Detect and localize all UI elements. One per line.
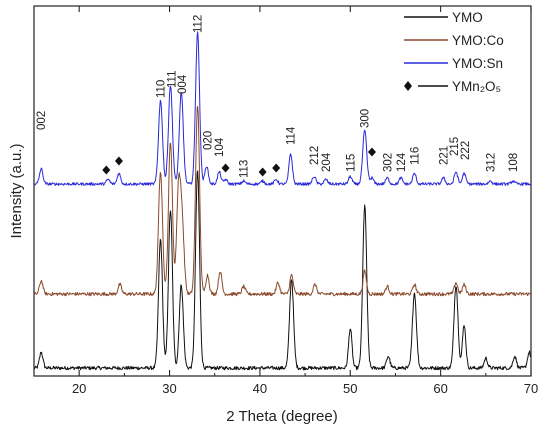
series-line-ymo bbox=[33, 170, 532, 371]
x-tick-label: 40 bbox=[253, 381, 267, 396]
legend-diamond-marker bbox=[404, 81, 412, 91]
peak-label: 212 bbox=[309, 146, 321, 165]
peak-label: 004 bbox=[177, 74, 189, 94]
impurity-marker bbox=[367, 147, 376, 157]
peak-label: 112 bbox=[193, 15, 205, 33]
peak-label: 222 bbox=[460, 141, 472, 160]
peak-label: 116 bbox=[409, 147, 421, 165]
impurity-marker bbox=[221, 163, 230, 173]
legend-label-ymn2o5: YMn₂O₅ bbox=[452, 79, 501, 94]
peak-label: 020 bbox=[202, 131, 214, 150]
legend: YMO YMO:Co YMO:Sn YMn₂O₅ bbox=[404, 10, 504, 94]
impurity-markers bbox=[102, 147, 376, 177]
x-tick-label: 50 bbox=[343, 381, 357, 396]
x-tick-label: 30 bbox=[162, 381, 176, 396]
legend-label-ymo-co: YMO:Co bbox=[452, 33, 504, 48]
impurity-marker bbox=[102, 165, 111, 175]
x-tick-label: 70 bbox=[524, 381, 538, 396]
peak-label: 124 bbox=[396, 152, 408, 172]
impurity-marker bbox=[272, 163, 281, 173]
peak-label: 115 bbox=[345, 154, 357, 172]
x-tick-label: 60 bbox=[433, 381, 447, 396]
x-axis-ticks: 20 30 40 50 60 70 bbox=[33, 6, 538, 396]
series-line-ymo-co bbox=[33, 105, 531, 297]
peak-label: 312 bbox=[485, 153, 497, 172]
peak-label: 215 bbox=[449, 137, 461, 156]
legend-label-ymo: YMO bbox=[452, 10, 483, 25]
peak-label: 221 bbox=[438, 146, 450, 165]
peak-label: 113 bbox=[239, 160, 251, 178]
series-line-ymo-sn bbox=[33, 31, 531, 186]
legend-label-ymo-sn: YMO:Sn bbox=[452, 56, 503, 71]
x-tick-label: 20 bbox=[72, 381, 86, 396]
peak-label: 204 bbox=[321, 152, 333, 172]
plot-area bbox=[34, 6, 531, 376]
peak-label: 114 bbox=[286, 126, 298, 145]
impurity-marker bbox=[258, 167, 267, 177]
peak-label: 002 bbox=[36, 111, 48, 130]
plot-frame bbox=[33, 5, 532, 377]
peak-label: 302 bbox=[382, 153, 394, 172]
y-axis-title: Intensity (a.u.) bbox=[8, 143, 25, 238]
peak-label: 104 bbox=[214, 137, 226, 157]
x-axis-title: 2 Theta (degree) bbox=[226, 408, 337, 425]
peak-label: 111 bbox=[166, 71, 178, 88]
impurity-marker bbox=[114, 156, 123, 166]
peak-label: 110 bbox=[156, 80, 168, 98]
series-layer bbox=[33, 31, 532, 371]
peak-label: 108 bbox=[508, 153, 520, 172]
peak-label: 300 bbox=[360, 109, 372, 128]
